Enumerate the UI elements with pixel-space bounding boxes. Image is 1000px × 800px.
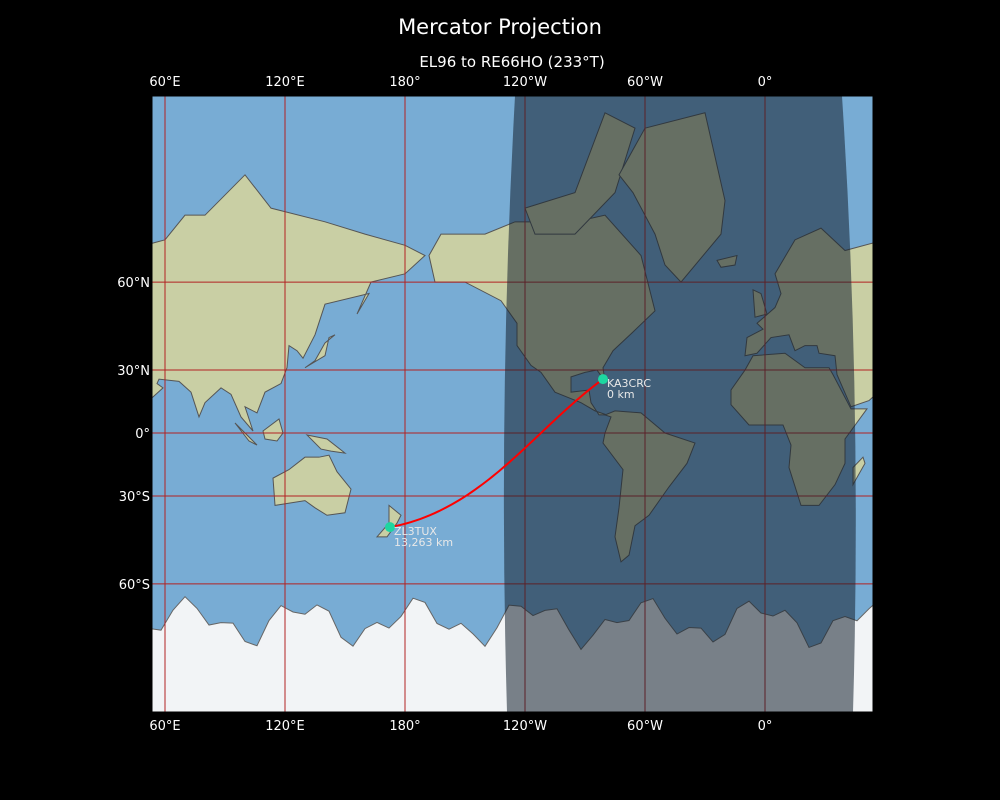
landmass-sumatra xyxy=(955,423,977,445)
night-shading xyxy=(503,96,856,712)
landmass-eurasia xyxy=(152,174,426,432)
lon-label-bottom: 120°E xyxy=(265,719,305,734)
landmass-new-guinea xyxy=(305,434,347,454)
lon-label-bottom: 60°W xyxy=(627,719,663,734)
landmass-australia xyxy=(993,455,1000,515)
landmass-borneo xyxy=(983,419,1000,441)
landmass-borneo xyxy=(262,418,284,442)
lat-label: 30°S xyxy=(119,490,150,505)
lon-label-top: 180° xyxy=(389,75,420,90)
lon-label-top: 120°W xyxy=(503,75,547,90)
landmass-madagascar xyxy=(133,457,145,484)
lat-label: 60°S xyxy=(119,578,150,593)
landmass-greenland xyxy=(0,113,5,282)
axis-labels: 60°E 60°E 120°E 120°E 180° 180° 120°W 120°W 60°W… xyxy=(117,75,772,734)
lat-label: 30°N xyxy=(117,364,150,379)
lon-label-top: 60°E xyxy=(149,75,180,90)
lat-label: 0° xyxy=(135,427,150,442)
lat-label: 60°N xyxy=(117,276,150,291)
figure-title: Mercator Projection xyxy=(398,15,602,39)
lon-label-top: 0° xyxy=(758,75,773,90)
landmass-australia xyxy=(272,454,352,516)
lon-label-top: 60°W xyxy=(627,75,663,90)
landmass-japan xyxy=(304,334,336,369)
lon-label-bottom: 60°E xyxy=(149,719,180,734)
station-marker xyxy=(598,374,608,385)
station-marker xyxy=(385,522,395,533)
landmass-sumatra xyxy=(234,422,258,446)
lon-label-bottom: 0° xyxy=(758,719,773,734)
lon-label-bottom: 120°W xyxy=(503,719,547,734)
station-distance: 13,263 km xyxy=(394,536,453,549)
landmass-iceland xyxy=(0,256,17,268)
station-distance: 0 km xyxy=(607,388,635,401)
lon-label-bottom: 180° xyxy=(389,719,420,734)
map-subtitle: EL96 to RE66HO (233°T) xyxy=(419,53,604,71)
map-frame xyxy=(151,95,874,713)
station-callsign: ZL3TUX xyxy=(394,525,437,538)
station-callsign: KA3CRC xyxy=(607,377,651,390)
lon-label-top: 120°E xyxy=(265,75,305,90)
great-circle-path xyxy=(389,378,604,529)
landmass-britain xyxy=(33,290,47,317)
